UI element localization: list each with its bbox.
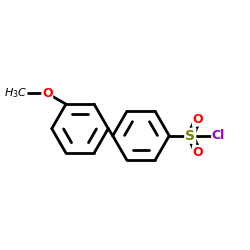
Text: $H_3C$: $H_3C$ [4, 86, 28, 100]
Text: O: O [192, 146, 203, 158]
Text: S: S [185, 129, 195, 143]
Text: O: O [42, 87, 52, 100]
Text: Cl: Cl [212, 129, 225, 142]
Text: O: O [192, 113, 203, 126]
